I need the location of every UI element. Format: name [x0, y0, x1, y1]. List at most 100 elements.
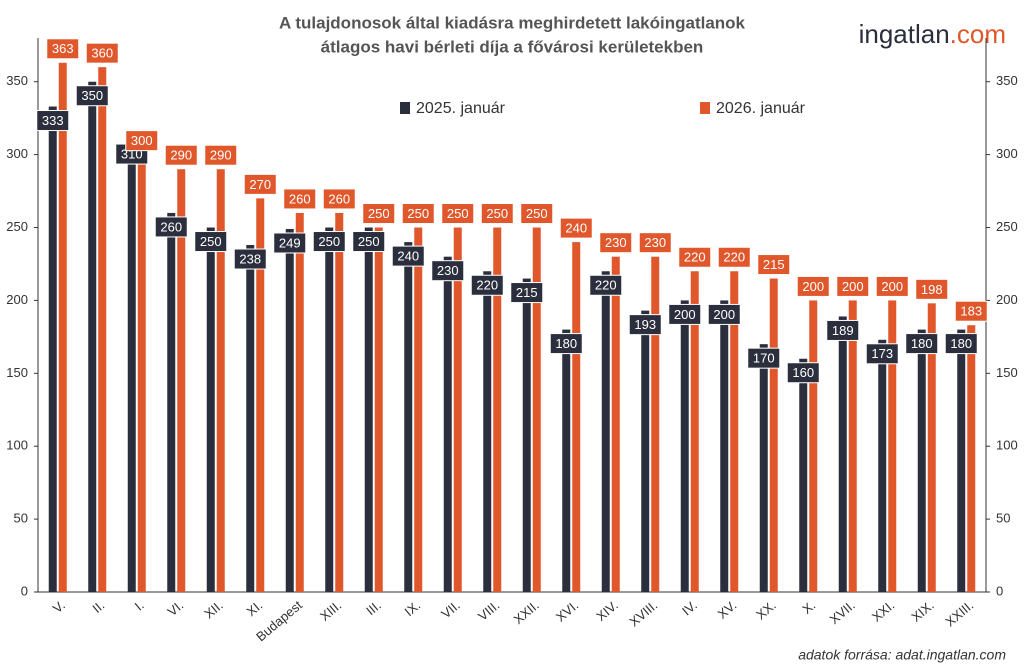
value-label: 180 — [950, 336, 972, 351]
y2-tick-label: 250 — [996, 219, 1018, 234]
x-tick-label: IX. — [402, 597, 424, 619]
value-label-box — [717, 246, 751, 268]
value-label-box — [441, 203, 475, 225]
value-label-box — [154, 216, 188, 238]
value-label-box — [589, 274, 623, 296]
value-label-box — [559, 217, 593, 239]
value-label: 230 — [437, 263, 459, 278]
x-tick-label: VI. — [165, 597, 187, 619]
value-label: 220 — [723, 250, 745, 265]
y-tick-label: 0 — [21, 583, 28, 598]
bar — [325, 227, 334, 593]
y2-tick-label: 350 — [996, 73, 1018, 88]
logo-suffix: .com — [950, 19, 1006, 49]
bar — [98, 67, 107, 592]
bar — [58, 62, 67, 593]
y-tick-label: 50 — [14, 511, 28, 526]
value-label-box — [786, 362, 820, 384]
bar — [799, 358, 808, 592]
bar — [404, 242, 413, 592]
bar — [285, 228, 294, 593]
y2-tick-label: 150 — [996, 365, 1018, 380]
value-label-box — [322, 188, 356, 210]
value-label-box — [520, 203, 554, 225]
bar — [88, 81, 97, 592]
bar — [443, 256, 452, 592]
x-tick-label: XVI. — [553, 597, 581, 624]
x-tick-label: XII. — [201, 597, 226, 621]
value-label: 220 — [476, 278, 498, 293]
value-label: 350 — [81, 88, 103, 103]
value-label: 230 — [605, 235, 627, 250]
value-label-box — [707, 303, 741, 325]
x-tick-label: XXI. — [869, 597, 897, 624]
x-tick-label: XIX. — [908, 597, 936, 624]
value-label: 250 — [526, 206, 548, 221]
value-label: 200 — [802, 279, 824, 294]
bar — [532, 227, 541, 593]
x-tick-label: XV. — [715, 597, 740, 621]
bar — [888, 300, 897, 592]
value-label: 270 — [249, 177, 271, 192]
value-label: 260 — [289, 191, 311, 206]
value-label-box — [164, 144, 198, 166]
x-tick-label: XIII. — [317, 597, 344, 623]
bar — [295, 212, 304, 592]
x-tick-label: X. — [799, 597, 818, 616]
bar — [848, 300, 857, 592]
legend-label: 2026. január — [716, 100, 806, 117]
x-tick-label: VII. — [438, 597, 463, 621]
bar — [769, 278, 778, 592]
value-label: 220 — [684, 250, 706, 265]
x-tick-label: XXII. — [511, 597, 542, 627]
value-label: 260 — [160, 219, 182, 234]
legend-swatch — [400, 102, 410, 114]
value-label: 200 — [881, 279, 903, 294]
value-label: 249 — [279, 235, 301, 250]
y-tick-label: 100 — [6, 438, 28, 453]
bar — [601, 271, 610, 592]
chart-title: átlagos havi bérleti díja a fővárosi ker… — [321, 37, 704, 56]
y-tick-label: 150 — [6, 365, 28, 380]
source: adatok forrása: adat.ingatlan.com — [798, 647, 1006, 663]
value-label: 200 — [842, 279, 864, 294]
bar — [809, 300, 818, 592]
value-label: 240 — [397, 249, 419, 264]
value-label-box — [599, 232, 633, 254]
value-label: 250 — [200, 234, 222, 249]
bar — [878, 339, 887, 592]
bar — [216, 169, 225, 593]
value-label-box — [85, 42, 119, 64]
value-label: 180 — [911, 336, 933, 351]
bar — [483, 271, 492, 592]
bar — [48, 106, 57, 592]
bar — [246, 245, 255, 592]
bar — [641, 310, 650, 592]
value-label: 333 — [42, 113, 64, 128]
value-label-box — [638, 232, 672, 254]
value-label-box — [796, 275, 830, 297]
value-label-box — [243, 173, 277, 195]
value-label-box — [757, 254, 791, 276]
value-label-box — [944, 333, 978, 355]
y-tick-label: 350 — [6, 73, 28, 88]
value-label: 240 — [565, 221, 587, 236]
value-label: 189 — [832, 323, 854, 338]
bar — [651, 256, 660, 592]
bar — [453, 227, 462, 593]
bar — [562, 329, 571, 592]
value-label-box — [352, 231, 386, 253]
bar — [759, 344, 768, 592]
value-label-box — [747, 347, 781, 369]
x-tick-label: XVIII. — [626, 597, 660, 629]
value-label-box — [668, 303, 702, 325]
value-label: 360 — [91, 46, 113, 61]
bar — [522, 278, 531, 592]
y2-tick-label: 100 — [996, 438, 1018, 453]
bar — [493, 227, 502, 593]
value-label-box — [36, 110, 70, 132]
value-label-box — [312, 231, 346, 253]
value-label-box — [204, 144, 238, 166]
y2-tick-label: 50 — [996, 511, 1010, 526]
value-label-box — [431, 260, 465, 282]
